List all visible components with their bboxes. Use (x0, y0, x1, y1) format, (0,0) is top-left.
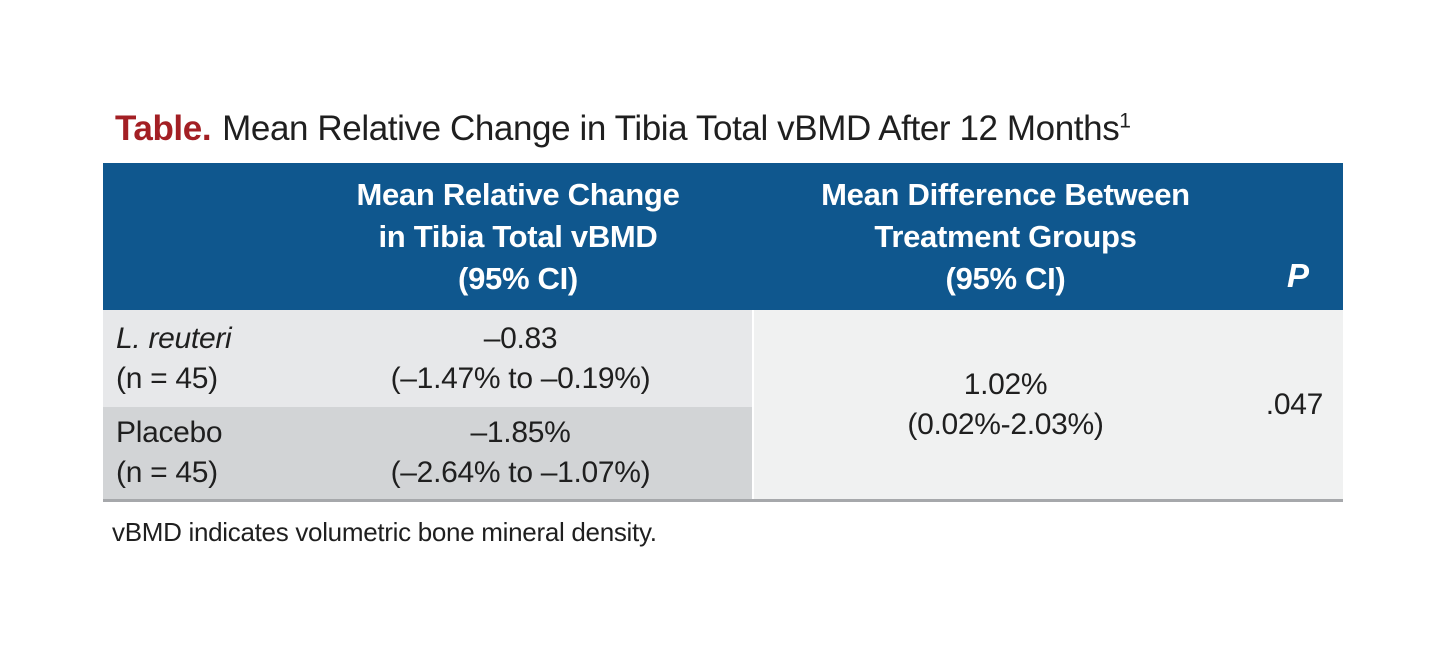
p-value-cell: .047 (1265, 387, 1324, 421)
row-value-line-1: –0.83 (483, 321, 558, 355)
table-body: L. reuteri (n = 45) –0.83 (–1.47% to –0.… (103, 310, 1343, 502)
row-label-placebo: Placebo (n = 45) (103, 407, 289, 499)
table-footnote: vBMD indicates volumetric bone mineral d… (112, 517, 657, 547)
row-label-line-1: Placebo (116, 416, 223, 449)
row-label-line-2: (n = 45) (116, 361, 218, 395)
row-value-line-2: (–2.64% to –1.07%) (390, 456, 651, 489)
row-label-l-reuteri: L. reuteri (n = 45) (103, 310, 289, 407)
header-change-line-1: Mean Relative Change (356, 176, 680, 212)
merged-difference-cell: 1.02% (0.02%-2.03%) (754, 310, 1257, 499)
row-value-line-1: –1.85% (470, 416, 571, 449)
header-change-line-2: in Tibia Total vBMD (378, 218, 658, 254)
table-row-placebo: Placebo (n = 45) –1.85% (–2.64% to –1.07… (103, 407, 752, 499)
table-title-label: Table. (115, 109, 212, 148)
difference-value-line-1: 1.02% (963, 367, 1048, 401)
vbmd-table: Mean Relative Change in Tibia Total vBMD… (103, 163, 1343, 502)
header-difference-line-2: Treatment Groups (874, 218, 1137, 254)
difference-value-line-2: (0.02%-2.03%) (907, 407, 1104, 441)
header-difference-line-3: (95% CI) (945, 260, 1066, 296)
merged-difference-block: 1.02% (0.02%-2.03%) .047 (752, 310, 1343, 499)
table-row-l-reuteri: L. reuteri (n = 45) –0.83 (–1.47% to –0.… (103, 310, 752, 407)
header-p-column: P (1286, 257, 1309, 294)
header-change-line-3: (95% CI) (458, 260, 578, 296)
table-header-row: Mean Relative Change in Tibia Total vBMD… (103, 163, 1343, 310)
table-title-text: Mean Relative Change in Tibia Total vBMD… (222, 109, 1120, 148)
table-title: Table. Mean Relative Change in Tibia Tota… (115, 109, 1131, 149)
row-label-line-1: L. reuteri (116, 321, 232, 355)
row-value-placebo: –1.85% (–2.64% to –1.07%) (289, 407, 752, 499)
header-difference-line-1: Mean Difference Between (821, 176, 1190, 212)
row-value-line-2: (–1.47% to –0.19%) (390, 361, 651, 395)
table-title-superscript: 1 (1119, 109, 1131, 133)
treatment-rows-block: L. reuteri (n = 45) –0.83 (–1.47% to –0.… (103, 310, 752, 499)
header-spacer-cell (103, 163, 283, 310)
header-change-column: Mean Relative Change in Tibia Total vBMD… (283, 163, 753, 310)
header-difference-column: Mean Difference Between Treatment Groups… (753, 163, 1258, 310)
row-label-line-2: (n = 45) (116, 456, 218, 489)
row-value-l-reuteri: –0.83 (–1.47% to –0.19%) (289, 310, 752, 407)
